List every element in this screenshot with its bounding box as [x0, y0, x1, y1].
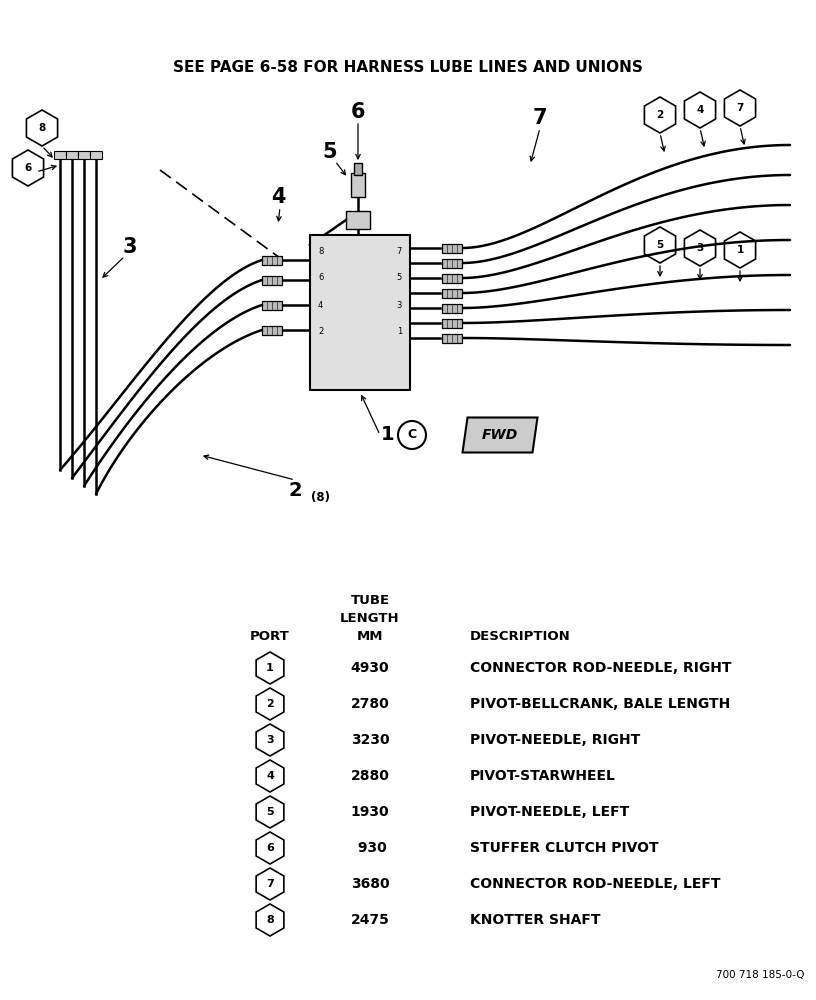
Bar — [442, 304, 462, 312]
Text: 4: 4 — [318, 300, 323, 310]
Text: 3: 3 — [266, 735, 274, 745]
Text: PIVOT-BELLCRANK, BALE LENGTH: PIVOT-BELLCRANK, BALE LENGTH — [470, 697, 730, 711]
Text: 5: 5 — [322, 142, 337, 162]
Text: 5: 5 — [397, 273, 402, 282]
Text: 2880: 2880 — [351, 769, 389, 783]
Text: 2780: 2780 — [351, 697, 389, 711]
Bar — [442, 258, 462, 267]
Text: 930: 930 — [353, 841, 387, 855]
Text: 3: 3 — [397, 300, 402, 310]
Text: MM: MM — [357, 630, 384, 643]
Text: PIVOT-NEEDLE, RIGHT: PIVOT-NEEDLE, RIGHT — [470, 733, 641, 747]
Text: 1: 1 — [736, 245, 743, 255]
Text: 5: 5 — [656, 240, 663, 250]
Text: STUFFER CLUTCH PIVOT: STUFFER CLUTCH PIVOT — [470, 841, 659, 855]
Text: TUBE: TUBE — [350, 593, 389, 606]
Polygon shape — [463, 418, 538, 452]
Text: PIVOT-STARWHEEL: PIVOT-STARWHEEL — [470, 769, 616, 783]
Bar — [66, 151, 78, 159]
Text: 3: 3 — [122, 237, 137, 257]
Text: 4: 4 — [696, 105, 703, 115]
Text: 4930: 4930 — [351, 661, 389, 675]
Text: 1: 1 — [381, 426, 395, 444]
Bar — [310, 235, 410, 390]
Bar — [262, 275, 282, 284]
Bar — [442, 243, 462, 252]
Text: 2: 2 — [318, 328, 323, 336]
Text: PORT: PORT — [251, 630, 290, 643]
Bar — [442, 318, 462, 328]
Text: 7: 7 — [397, 247, 402, 256]
Bar — [354, 163, 362, 175]
Text: C: C — [407, 428, 416, 442]
Text: 3230: 3230 — [351, 733, 389, 747]
Text: 4: 4 — [266, 771, 274, 781]
Text: SEE PAGE 6-58 FOR HARNESS LUBE LINES AND UNIONS: SEE PAGE 6-58 FOR HARNESS LUBE LINES AND… — [173, 60, 643, 76]
Bar — [54, 151, 66, 159]
Text: 5: 5 — [266, 807, 274, 817]
Text: CONNECTOR ROD-NEEDLE, LEFT: CONNECTOR ROD-NEEDLE, LEFT — [470, 877, 721, 891]
Text: 2: 2 — [288, 481, 302, 499]
Bar — [351, 173, 365, 197]
Text: 1930: 1930 — [351, 805, 389, 819]
Text: 1: 1 — [266, 663, 274, 673]
Text: 7: 7 — [533, 108, 548, 128]
Text: LENGTH: LENGTH — [340, 611, 400, 624]
Text: 7: 7 — [736, 103, 743, 113]
Text: 8: 8 — [266, 915, 274, 925]
Bar — [442, 334, 462, 342]
Bar — [442, 288, 462, 298]
Text: 2: 2 — [266, 699, 274, 709]
Text: DESCRIPTION: DESCRIPTION — [470, 630, 570, 643]
Text: 6: 6 — [24, 163, 32, 173]
Bar — [262, 300, 282, 310]
Text: 3680: 3680 — [351, 877, 389, 891]
Text: 6: 6 — [351, 102, 366, 122]
Text: 7: 7 — [266, 879, 274, 889]
Text: 4: 4 — [271, 187, 286, 207]
Text: 2: 2 — [656, 110, 663, 120]
Bar — [90, 151, 102, 159]
Text: 1: 1 — [397, 328, 402, 336]
Text: 8: 8 — [318, 247, 323, 256]
Text: 3: 3 — [696, 243, 703, 253]
Bar — [78, 151, 90, 159]
Text: FWD: FWD — [482, 428, 518, 442]
Bar — [442, 273, 462, 282]
Bar — [262, 255, 282, 264]
Text: KNOTTER SHAFT: KNOTTER SHAFT — [470, 913, 601, 927]
Text: 700 718 185-0-Q: 700 718 185-0-Q — [716, 970, 805, 980]
Text: PIVOT-NEEDLE, LEFT: PIVOT-NEEDLE, LEFT — [470, 805, 629, 819]
Text: CONNECTOR ROD-NEEDLE, RIGHT: CONNECTOR ROD-NEEDLE, RIGHT — [470, 661, 731, 675]
Text: 6: 6 — [318, 273, 323, 282]
Text: (8): (8) — [311, 490, 330, 504]
Text: 6: 6 — [266, 843, 274, 853]
Text: 8: 8 — [38, 123, 46, 133]
Text: 2475: 2475 — [351, 913, 389, 927]
Bar — [262, 326, 282, 334]
Bar — [346, 211, 370, 229]
